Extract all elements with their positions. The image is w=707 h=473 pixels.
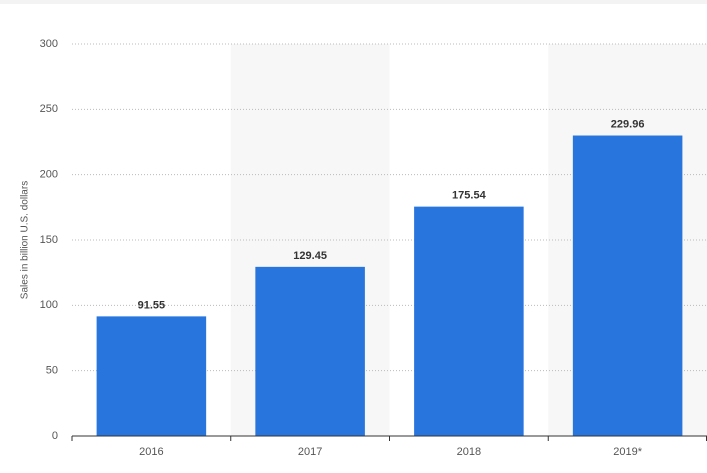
y-tick-label: 200 bbox=[40, 169, 58, 181]
bar bbox=[255, 266, 365, 436]
value-label: 229.96 bbox=[611, 118, 645, 130]
x-tick-label: 2017 bbox=[298, 446, 322, 458]
bar bbox=[96, 316, 207, 436]
top-strip bbox=[0, 0, 707, 4]
x-tick-label: 2018 bbox=[457, 446, 481, 458]
y-tick-label: 0 bbox=[52, 430, 58, 442]
value-label: 175.54 bbox=[452, 190, 487, 202]
value-label: 129.45 bbox=[293, 250, 327, 262]
bar bbox=[414, 206, 524, 436]
y-tick-label: 50 bbox=[46, 365, 58, 377]
y-tick-label: 250 bbox=[40, 103, 58, 115]
bar bbox=[572, 135, 683, 437]
x-tick-label: 2016 bbox=[139, 446, 163, 458]
y-axis-label: Sales in billion U.S. dollars bbox=[20, 181, 31, 299]
y-tick-label: 100 bbox=[40, 299, 58, 311]
y-tick-label: 150 bbox=[40, 234, 58, 246]
value-label: 91.55 bbox=[138, 299, 166, 311]
y-tick-label: 300 bbox=[40, 38, 58, 50]
x-tick-label: 2019* bbox=[613, 446, 642, 458]
